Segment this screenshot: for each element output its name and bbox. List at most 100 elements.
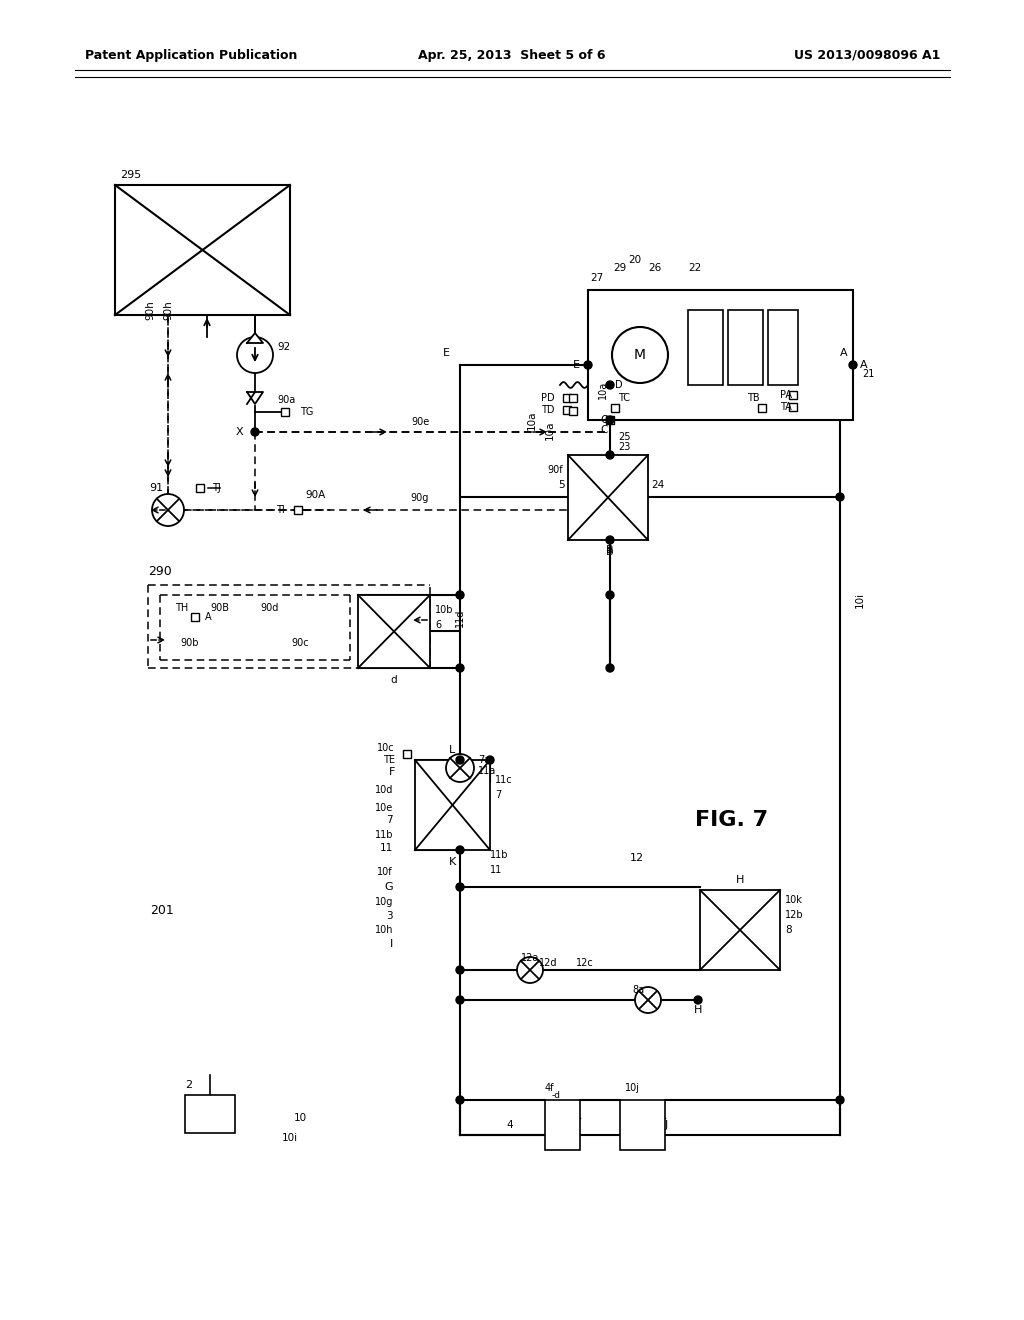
Text: US 2013/0098096 A1: US 2013/0098096 A1 xyxy=(794,49,940,62)
Text: 2: 2 xyxy=(185,1080,193,1090)
Text: K: K xyxy=(449,857,456,867)
Text: 3: 3 xyxy=(386,911,393,921)
Bar xyxy=(758,404,766,412)
Text: H: H xyxy=(736,875,744,884)
Text: 20: 20 xyxy=(629,255,642,265)
Text: 10d: 10d xyxy=(375,785,393,795)
Circle shape xyxy=(849,360,857,370)
Text: PD: PD xyxy=(542,393,555,403)
Text: Apr. 25, 2013  Sheet 5 of 6: Apr. 25, 2013 Sheet 5 of 6 xyxy=(418,49,606,62)
Text: 91: 91 xyxy=(148,483,163,492)
Bar xyxy=(569,407,577,414)
Circle shape xyxy=(456,966,464,974)
Text: TB: TB xyxy=(748,393,760,403)
Circle shape xyxy=(584,360,592,370)
Text: 290: 290 xyxy=(148,565,172,578)
Text: J: J xyxy=(665,1119,669,1130)
Circle shape xyxy=(606,536,614,544)
Circle shape xyxy=(456,883,464,891)
Bar xyxy=(790,391,797,399)
Circle shape xyxy=(456,1096,464,1104)
Bar xyxy=(768,310,798,385)
Text: 90a: 90a xyxy=(278,395,295,405)
Text: 10i: 10i xyxy=(282,1133,298,1143)
Bar xyxy=(281,408,289,416)
Bar xyxy=(611,404,618,412)
Text: 25: 25 xyxy=(618,432,631,442)
Circle shape xyxy=(456,846,464,854)
Bar xyxy=(358,595,430,668)
Text: 12b: 12b xyxy=(785,909,804,920)
Bar xyxy=(294,506,302,513)
Text: 10a: 10a xyxy=(527,411,537,430)
Text: I: I xyxy=(390,939,393,949)
Bar xyxy=(588,290,853,420)
Text: 11b: 11b xyxy=(375,830,393,840)
Text: 4f: 4f xyxy=(545,1082,555,1093)
Text: 7a: 7a xyxy=(478,755,490,766)
Bar xyxy=(606,416,614,424)
Text: A: A xyxy=(860,360,867,370)
Text: 90g: 90g xyxy=(411,492,429,503)
Bar xyxy=(545,1100,580,1150)
Text: X: X xyxy=(236,426,243,437)
Text: 90f: 90f xyxy=(548,465,563,475)
Text: F: F xyxy=(389,767,395,777)
Text: TE: TE xyxy=(383,755,395,766)
Bar xyxy=(563,393,571,403)
Text: 10f: 10f xyxy=(378,867,393,876)
Text: G: G xyxy=(384,882,393,892)
Circle shape xyxy=(251,428,259,436)
Text: C: C xyxy=(601,414,608,425)
Circle shape xyxy=(606,664,614,672)
Text: Patent Application Publication: Patent Application Publication xyxy=(85,49,297,62)
Text: E: E xyxy=(573,360,580,370)
Text: TD: TD xyxy=(542,405,555,414)
Text: 10h: 10h xyxy=(375,925,393,935)
Text: 90A: 90A xyxy=(305,490,326,500)
Text: 11a: 11a xyxy=(478,766,497,776)
Circle shape xyxy=(606,416,614,424)
Text: 10i: 10i xyxy=(855,591,865,609)
Text: 12a: 12a xyxy=(521,953,540,964)
Circle shape xyxy=(456,664,464,672)
Text: 7: 7 xyxy=(386,814,393,825)
Text: D: D xyxy=(615,380,623,389)
Circle shape xyxy=(237,337,273,374)
Bar xyxy=(415,760,490,850)
Bar xyxy=(568,455,648,540)
Text: 23: 23 xyxy=(618,442,631,451)
Circle shape xyxy=(152,494,184,525)
Circle shape xyxy=(612,327,668,383)
Circle shape xyxy=(694,997,702,1005)
Text: 11: 11 xyxy=(380,843,393,853)
Circle shape xyxy=(446,754,474,781)
Circle shape xyxy=(486,756,494,764)
Bar xyxy=(688,310,723,385)
Circle shape xyxy=(635,987,662,1012)
Text: M: M xyxy=(634,348,646,362)
Text: TJ: TJ xyxy=(212,483,221,492)
Circle shape xyxy=(836,1096,844,1104)
Bar xyxy=(563,407,571,414)
Text: 90d: 90d xyxy=(261,603,280,612)
Bar xyxy=(700,890,780,970)
Circle shape xyxy=(606,451,614,459)
Bar xyxy=(728,310,763,385)
Text: 11: 11 xyxy=(490,865,502,875)
Text: 10e: 10e xyxy=(375,803,393,813)
Polygon shape xyxy=(247,333,263,343)
Text: 295: 295 xyxy=(120,170,141,180)
Text: 10a: 10a xyxy=(545,420,555,440)
Text: 5: 5 xyxy=(558,480,565,490)
Text: 90b: 90b xyxy=(181,638,200,648)
Text: H: H xyxy=(694,1005,702,1015)
Text: 12c: 12c xyxy=(577,958,594,968)
Text: TC: TC xyxy=(618,393,630,403)
Text: E: E xyxy=(443,348,450,358)
Text: TH: TH xyxy=(175,603,188,612)
Text: 90h: 90h xyxy=(145,300,155,319)
Text: TG: TG xyxy=(300,407,313,417)
Text: B: B xyxy=(606,546,613,557)
Bar xyxy=(620,1100,665,1150)
